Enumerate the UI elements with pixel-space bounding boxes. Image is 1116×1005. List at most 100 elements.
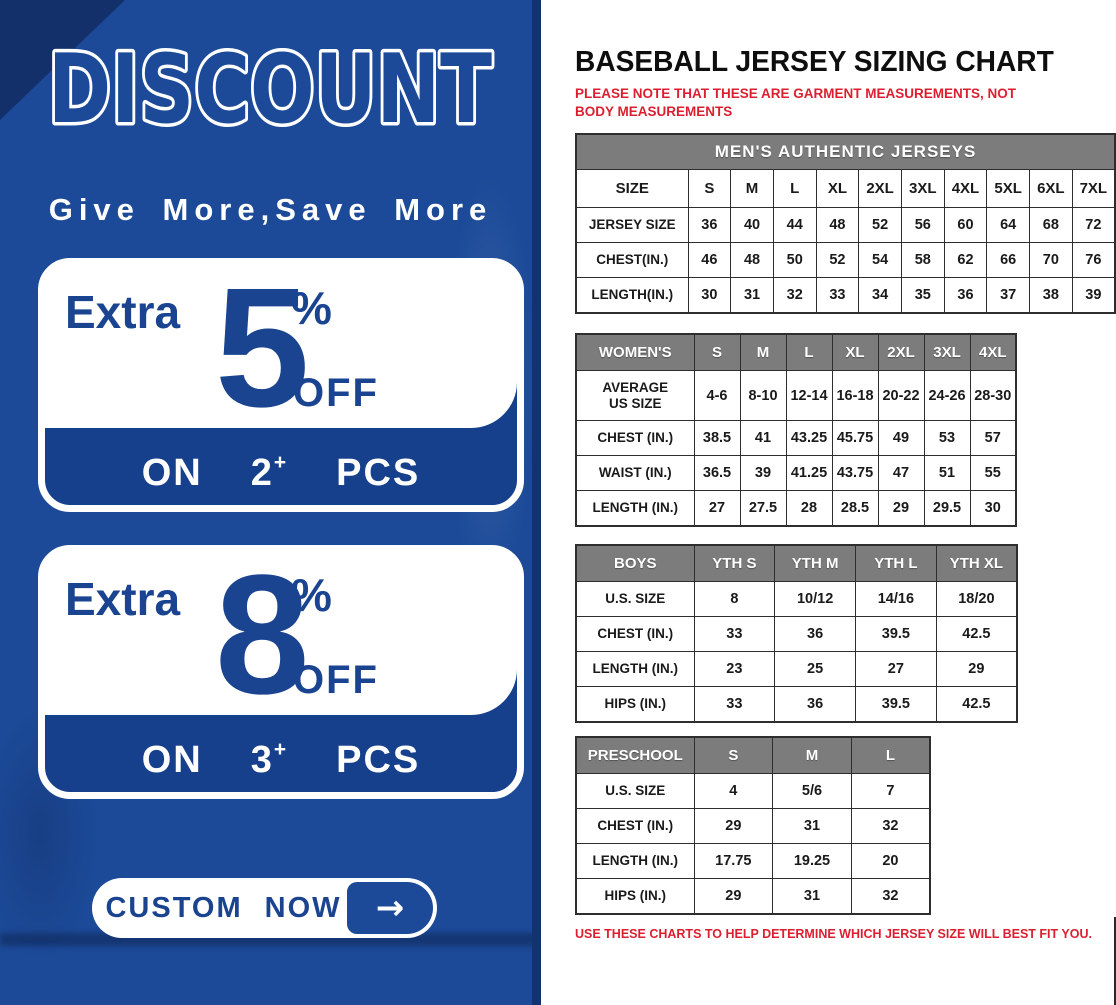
offer-qty-bar: ON 3+ PCS <box>45 729 517 792</box>
table-row-label: HIPS (IN.) <box>575 878 695 915</box>
table-row-label: JERSEY SIZE <box>575 207 689 244</box>
table-cell: 58 <box>900 242 945 279</box>
table-cell: 48 <box>730 242 774 279</box>
table-cell: 29.5 <box>923 490 971 527</box>
mens-sizing-table: MEN'S AUTHENTIC JERSEYS SIZE S M L XL 2XL 3XL 4X… <box>575 133 1116 315</box>
table-cell: 52 <box>858 207 902 244</box>
size-table: MEN'S AUTHENTIC JERSEYS SIZE S M L XL 2XL 3XL 4X… <box>575 133 1116 315</box>
offer-percent-value: 5 <box>215 253 310 443</box>
table-cell: 33 <box>815 277 860 314</box>
size-table: PRESCHOOL S M L U.S. SIZE 4 5/6 7 CHEST (IN.) 29 3… <box>575 736 931 916</box>
table-cell: 12-14 <box>785 370 833 422</box>
table-column-header: 4XL <box>943 169 988 209</box>
discount-panel: DISCOUNT Give More,Save More Extra 5 % O… <box>0 0 541 1005</box>
offer-pcs-label: PCS <box>336 739 421 781</box>
arrow-right-icon: → <box>347 882 433 934</box>
table-column-header: YTH S <box>693 544 776 583</box>
table-row-label: CHEST (IN.) <box>575 420 695 457</box>
table-cell: 41 <box>739 420 787 457</box>
table-cell: 39.5 <box>855 686 937 723</box>
table-cell: 16-18 <box>831 370 879 422</box>
offer-qty-bar: ON 2+ PCS <box>45 442 517 505</box>
table-cell: 68 <box>1029 207 1073 244</box>
table-cell: 4-6 <box>693 370 741 422</box>
table-cell: 31 <box>772 808 852 845</box>
table-cell: 7 <box>850 773 931 810</box>
table-cell: 29 <box>693 808 774 845</box>
table-cell: 70 <box>1029 242 1073 279</box>
table-column-header: YTH L <box>855 544 937 583</box>
table-cell: 36.5 <box>693 455 741 492</box>
offer-off-label: OFF <box>293 371 379 415</box>
custom-now-label: CUSTOM NOW <box>105 891 342 924</box>
table-cell: 62 <box>943 242 988 279</box>
percent-sign: % <box>291 282 332 334</box>
discount-subtitle: Give More,Save More <box>48 192 493 227</box>
table-cell: 36 <box>774 686 856 723</box>
table-cell: 27 <box>855 651 937 688</box>
table-row-label: U.S. SIZE <box>575 581 695 618</box>
table-column-header: L <box>785 333 833 372</box>
table-row: U.S. SIZE 4 5/6 7 <box>575 773 931 810</box>
table-cell: 39 <box>739 455 787 492</box>
table-row-label: LENGTH (IN.) <box>575 490 695 527</box>
table-head-label: BOYS <box>575 544 695 583</box>
offer-qty-number: 2 <box>250 452 274 494</box>
table-cell: 36 <box>943 277 988 314</box>
table-cell: 36 <box>687 207 732 244</box>
offer-on-label: ON <box>141 452 203 494</box>
table-row-label: AVERAGE US SIZE <box>575 370 695 422</box>
table-row: AVERAGE US SIZE 4-6 8-10 12-14 16-18 20-22 24-… <box>575 370 1017 422</box>
table-head-label: SIZE <box>575 169 689 209</box>
table-cell: 72 <box>1071 207 1116 244</box>
table-cell: 37 <box>986 277 1030 314</box>
table-cell: 60 <box>943 207 988 244</box>
table-row-label: LENGTH (IN.) <box>575 651 695 688</box>
table-cell: 34 <box>858 277 902 314</box>
offer-card-face <box>45 265 517 428</box>
table-cell: 33 <box>693 616 776 653</box>
table-row: CHEST (IN.) 38.5 41 43.25 45.75 49 53 57 <box>575 420 1017 457</box>
table-banner: MEN'S AUTHENTIC JERSEYS <box>575 133 1116 171</box>
table-cell: 39.5 <box>855 616 937 653</box>
table-column-header: XL <box>815 169 860 209</box>
size-table: WOMEN'S S M L XL 2XL 3XL 4XL AVERAGE US SIZE 4-6 8… <box>575 333 1017 528</box>
table-column-header: 2XL <box>858 169 902 209</box>
table-cell: 41.25 <box>785 455 833 492</box>
table-row-label: CHEST (IN.) <box>575 808 695 845</box>
table-column-header: 3XL <box>923 333 971 372</box>
table-cell: 43.75 <box>831 455 879 492</box>
table-cell: 32 <box>772 277 817 314</box>
table-column-header: S <box>693 736 774 775</box>
table-cell: 10/12 <box>774 581 856 618</box>
table-cell: 40 <box>730 207 774 244</box>
table-row-label: HIPS (IN.) <box>575 686 695 723</box>
offer-qty-plus: + <box>273 451 289 475</box>
table-cell: 56 <box>900 207 945 244</box>
table-cell: 49 <box>877 420 925 457</box>
table-cell: 5/6 <box>772 773 852 810</box>
table-cell: 47 <box>877 455 925 492</box>
table-cell: 31 <box>772 878 852 915</box>
table-column-header: M <box>772 736 852 775</box>
sizing-chart-panel: BASEBALL JERSEY SIZING CHART PLEASE NOTE… <box>541 0 1116 1005</box>
table-cell: 48 <box>815 207 860 244</box>
offer-qty: 2+ <box>250 451 289 495</box>
table-cell: 33 <box>693 686 776 723</box>
table-cell: 24-26 <box>923 370 971 422</box>
preschool-sizing-table: PRESCHOOL S M L U.S. SIZE 4 5/6 7 CHEST (IN.) 29 3… <box>575 736 1116 916</box>
table-cell: 20-22 <box>877 370 925 422</box>
table-column-header: YTH XL <box>935 544 1018 583</box>
offer-off-label: OFF <box>293 658 379 702</box>
discount-headline: DISCOUNT <box>45 36 496 148</box>
table-row: LENGTH(IN.) 30 31 32 33 34 35 36 37 38 39 <box>575 277 1116 314</box>
table-cell: 57 <box>969 420 1017 457</box>
table-cell: 14/16 <box>855 581 937 618</box>
table-cell: 19.25 <box>772 843 852 880</box>
table-column-header: M <box>739 333 787 372</box>
table-cell: 8-10 <box>739 370 787 422</box>
custom-now-button[interactable]: CUSTOM NOW → <box>92 878 437 938</box>
table-cell: 76 <box>1071 242 1116 279</box>
offer-card-8pct: Extra 8 % OFF ON 3+ PCS <box>38 545 524 799</box>
